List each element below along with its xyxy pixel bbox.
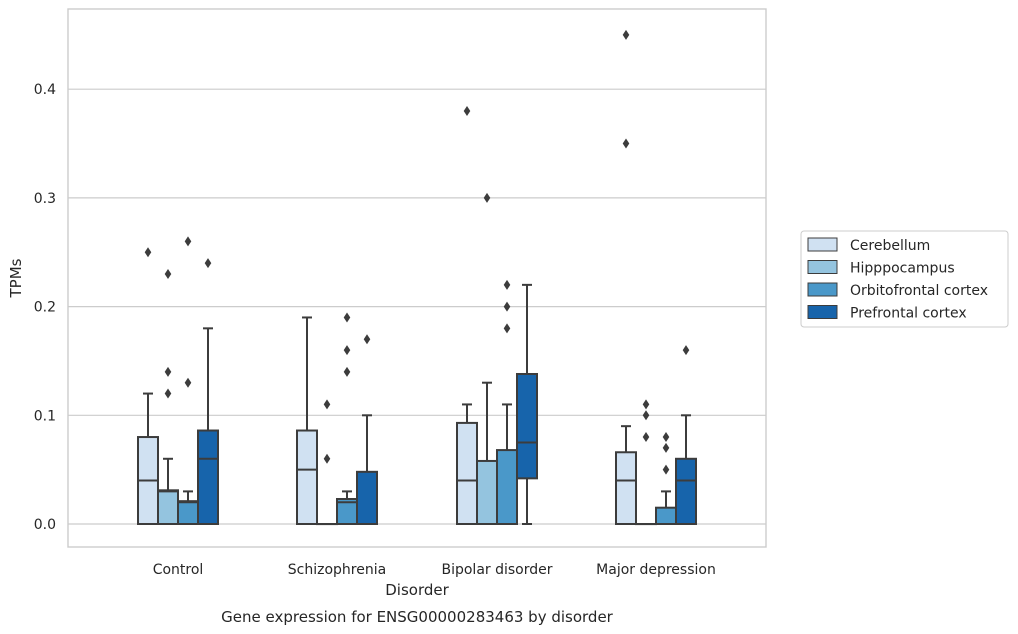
outlier-point (164, 388, 172, 399)
box-body (356, 470, 378, 526)
x-tick-label: Control (153, 562, 204, 578)
figure-caption: Gene expression for ENSG00000283463 by d… (221, 608, 614, 626)
plot-border (67, 8, 767, 548)
box-hipppocampus (476, 192, 498, 526)
outlier-point (662, 442, 670, 453)
box-orbitofrontal-cortex (177, 236, 199, 526)
box-body (615, 451, 637, 525)
legend-swatch (807, 305, 838, 319)
outlier-point (343, 366, 351, 377)
box-orbitofrontal-cortex (336, 312, 358, 525)
legend: Cerebellum Hipppocampus Orbitofrontal cort… (800, 230, 1009, 328)
box-cerebellum (296, 316, 318, 526)
legend-label: Orbitofrontal cortex (850, 283, 988, 299)
outlier-point (323, 399, 331, 410)
outlier-point (642, 410, 650, 421)
x-axis-title: Disorder (385, 581, 449, 599)
boxes-layer (137, 29, 697, 526)
box-body (476, 459, 498, 526)
outlier-point (164, 366, 172, 377)
outlier-point (184, 377, 192, 388)
outlier-point (682, 345, 690, 356)
x-tick-label: Schizophrenia (288, 562, 386, 578)
box-cerebellum (615, 29, 637, 525)
y-tick-label: 0.0 (34, 517, 56, 533)
box-body (496, 449, 518, 526)
outlier-point (343, 312, 351, 323)
legend-label: Prefrontal cortex (850, 306, 967, 322)
box-body (296, 429, 318, 526)
outlier-point (204, 258, 212, 269)
box-prefrontal-cortex (356, 334, 378, 526)
outlier-point (662, 432, 670, 443)
box-body (675, 457, 697, 525)
box-body (456, 421, 478, 525)
outlier-point (503, 279, 511, 290)
outlier-point (642, 432, 650, 443)
legend-swatch (807, 282, 838, 297)
outlier-point (343, 345, 351, 356)
legend-label: Hipppocampus (850, 261, 955, 277)
y-axis-title: TPMs (7, 258, 25, 298)
y-tick-label: 0.2 (34, 300, 56, 316)
box-body (655, 506, 677, 526)
outlier-point (164, 268, 172, 279)
outlier-point (622, 138, 630, 149)
legend-label: Cerebellum (850, 238, 930, 254)
box-hipppocampus (316, 399, 338, 526)
box-body (177, 500, 199, 526)
outlier-point (642, 399, 650, 410)
outlier-point (483, 192, 491, 203)
outlier-point (622, 29, 630, 40)
box-prefrontal-cortex (516, 283, 538, 525)
x-tick-label: Bipolar disorder (441, 562, 552, 578)
plot-frame (67, 8, 767, 548)
box-cerebellum (456, 105, 478, 525)
box-cerebellum (137, 247, 159, 526)
legend-frame (800, 230, 1009, 328)
y-tick-label: 0.3 (34, 191, 56, 207)
box-body (157, 489, 179, 526)
outlier-point (323, 453, 331, 464)
box-orbitofrontal-cortex (496, 279, 518, 526)
outlier-point (363, 334, 371, 345)
y-tick-labels: 0.0 0.1 0.2 0.3 0.4 (34, 82, 56, 533)
outlier-point (503, 323, 511, 334)
outlier-point (184, 236, 192, 247)
box-body (516, 372, 538, 480)
y-tick-label: 0.4 (34, 82, 56, 98)
legend-swatch (807, 260, 838, 274)
outlier-point (662, 464, 670, 475)
box-hipppocampus (635, 399, 657, 526)
x-tick-labels: Control Schizophrenia Bipolar disorder Majo… (153, 562, 716, 578)
box-hipppocampus (157, 268, 179, 526)
outlier-point (503, 301, 511, 312)
box-body (197, 429, 219, 526)
box-prefrontal-cortex (197, 258, 219, 526)
outlier-point (463, 105, 471, 116)
y-tick-label: 0.1 (34, 408, 56, 424)
x-tick-label: Major depression (596, 562, 716, 578)
box-prefrontal-cortex (675, 345, 697, 525)
legend-swatch (807, 237, 838, 252)
outlier-point (144, 247, 152, 258)
box-orbitofrontal-cortex (655, 432, 677, 526)
